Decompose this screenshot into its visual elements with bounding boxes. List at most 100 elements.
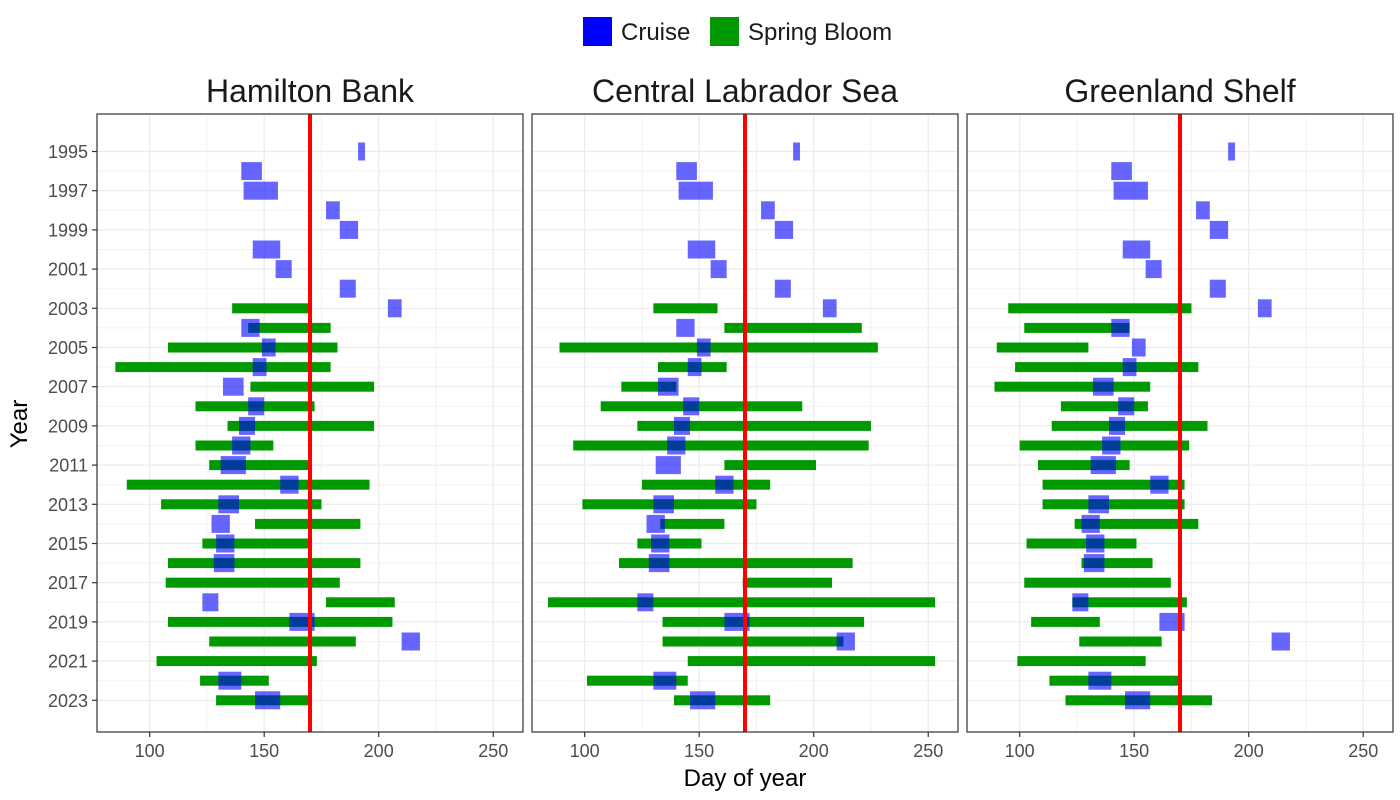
bloom-bar-2015 [202,538,310,549]
cruise-bar-2011 [220,456,246,475]
cruise-bar-2006 [252,358,267,377]
y-tick-label: 2001 [48,260,88,280]
cruise-bar-2011 [1090,456,1116,475]
cruise-bar-2002 [1209,279,1226,298]
x-tick-label: 250 [913,741,943,761]
cruise-bar-2016 [213,554,235,573]
bloom-bar-2003 [232,303,310,314]
bloom-bar-2018 [326,597,395,608]
legend-label-spring-bloom: Spring Bloom [748,19,892,46]
cruise-bar-2012 [280,475,299,494]
legend: Cruise Spring Bloom [583,17,892,46]
y-tick-label: 2013 [48,495,88,515]
bloom-bar-2005 [996,342,1089,353]
cruise-bar-2009 [239,416,256,435]
cruise-bar-2007 [222,377,244,396]
bloom-bar-2020 [662,636,844,647]
x-tick-label: 250 [1348,741,1378,761]
cruise-bar-1996 [1111,162,1132,181]
bloom-bar-2003 [1008,303,1192,314]
cruise-bar-2011 [655,456,681,475]
y-tick-label: 2011 [49,456,88,476]
panel-border [96,113,524,733]
cruise-bar-2016 [1083,554,1105,573]
bloom-bar-2011 [724,460,816,471]
cruise-bar-1999 [774,220,794,239]
x-tick-label: 250 [478,741,508,761]
bloom-bar-2012 [1042,479,1185,490]
x-tick-label: 200 [364,741,394,761]
cruise-bar-2009 [674,416,691,435]
cruise-bar-2006 [687,358,702,377]
bloom-bar-2019 [662,616,865,627]
bloom-bar-2003 [653,303,718,314]
y-axis-title: Year [6,400,33,449]
bloom-bar-2013 [161,499,322,510]
bloom-bar-2008 [600,401,803,412]
cruise-bar-2001 [710,260,727,279]
bloom-bar-2022 [586,675,688,686]
cruise-bar-2000 [687,240,716,259]
bloom-bar-2007 [994,381,1151,392]
cruise-bar-2002 [774,279,791,298]
cruise-bar-1995 [1228,142,1235,161]
cruise-bar-1998 [761,201,775,220]
x-tick-label: 150 [249,741,279,761]
cruise-bar-2001 [1145,260,1162,279]
cruise-bar-2015 [1086,534,1105,553]
bloom-bar-2004 [724,322,862,333]
bloom-bar-2021 [1017,656,1146,667]
bloom-bar-2016 [619,558,853,569]
y-tick-label: 2021 [48,652,88,672]
panel-title: Greenland Shelf [1064,73,1295,109]
cruise-bar-2023 [255,691,281,710]
cruise-bar-2020 [401,632,420,651]
cruise-bar-2005 [696,338,711,357]
cruise-bar-2020 [836,632,855,651]
cruise-bar-2018 [1072,593,1089,612]
cruise-bar-2023 [690,691,716,710]
cruise-bar-1998 [326,201,340,220]
cruise-bar-2010 [232,436,251,455]
bloom-bar-2016 [1081,558,1153,569]
bloom-bar-2005 [559,342,878,353]
cruise-bar-2008 [248,397,265,416]
bloom-bar-2004 [1024,322,1130,333]
y-tick-label: 1997 [48,181,88,201]
bloom-bar-2018 [548,597,936,608]
cruise-bar-2022 [218,671,242,690]
cruise-bar-2000 [252,240,281,259]
bloom-bar-2006 [115,362,331,373]
cruise-bar-1999 [339,220,359,239]
cruise-bar-2013 [653,495,674,514]
bloom-bar-2017 [165,577,340,588]
cruise-bar-2003 [387,299,402,318]
bloom-bar-2005 [168,342,338,353]
bloom-bar-2017 [742,577,833,588]
legend-swatch-spring-bloom [710,17,739,46]
bloom-bar-2023 [674,695,771,706]
bloom-bar-2015 [1026,538,1137,549]
bloom-bar-2012 [641,479,771,490]
panel-title: Hamilton Bank [206,73,415,109]
cruise-bar-1996 [676,162,697,181]
bloom-bar-2017 [1024,577,1171,588]
bloom-bar-2022 [1049,675,1180,686]
bloom-bar-2014 [660,518,725,529]
panel-border [966,113,1394,733]
cruise-bar-2007 [1092,377,1114,396]
cruise-bar-2004 [1111,318,1130,337]
y-tick-label: 1995 [48,142,88,162]
cruise-bar-1997 [678,181,713,200]
cruise-bar-2008 [683,397,700,416]
cruise-bar-2014 [211,514,230,533]
cruise-bar-1995 [793,142,800,161]
cruise-bar-2015 [216,534,235,553]
cruise-bar-2018 [637,593,654,612]
x-tick-label: 200 [799,741,829,761]
cruise-bar-2016 [648,554,670,573]
bloom-bar-2021 [156,656,317,667]
cruise-bar-2008 [1118,397,1135,416]
bloom-bar-2018 [1072,597,1187,608]
cruise-bar-2020 [1271,632,1290,651]
